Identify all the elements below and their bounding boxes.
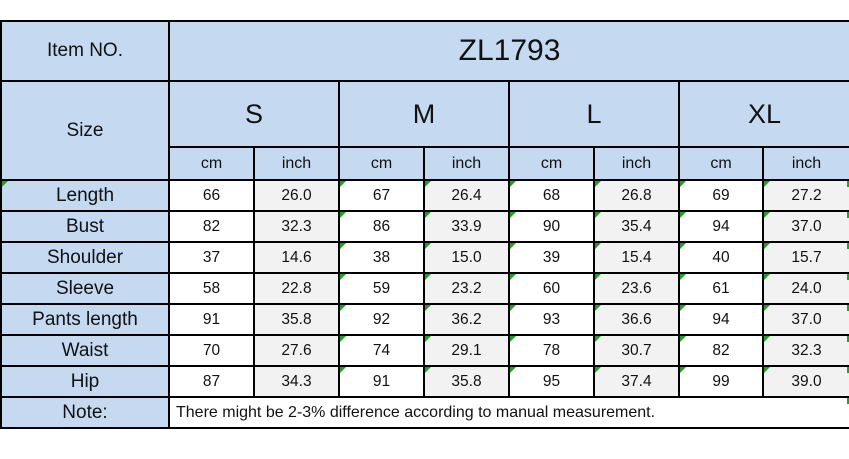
measurement-cell: 59 (338, 272, 425, 305)
table-row-sleeve: Sleeve 58 22.8 59 23.2 60 23.6 61 24.0 (0, 272, 849, 305)
measurement-cell: 74 (338, 334, 425, 367)
table-row-length: Length 66 26.0 67 26.4 68 26.8 69 27.2 (0, 179, 849, 212)
note-text: There might be 2-3% difference according… (168, 396, 849, 429)
row-label: Pants length (0, 303, 170, 336)
item-no-value: ZL1793 (168, 20, 849, 82)
measurement-cell: 67 (338, 179, 425, 212)
size-header-label: Size (0, 80, 170, 181)
unit-header-cm: cm (508, 146, 595, 181)
size-column-l: L (508, 80, 680, 148)
measurement-cell: 99 (678, 365, 764, 398)
measurement-cell: 69 (678, 179, 764, 212)
measurement-cell: 22.8 (253, 272, 340, 305)
measurement-cell: 14.6 (253, 241, 340, 274)
measurement-cell: 27.2 (762, 179, 849, 212)
table-row-shoulder: Shoulder 37 14.6 38 15.0 39 15.4 40 15.7 (0, 241, 849, 274)
table-row-bust: Bust 82 32.3 86 33.9 90 35.4 94 37.0 (0, 210, 849, 243)
measurement-cell: 38 (338, 241, 425, 274)
measurement-cell: 58 (168, 272, 255, 305)
measurement-cell: 26.4 (423, 179, 510, 212)
measurement-cell: 30.7 (593, 334, 680, 367)
size-column-s: S (168, 80, 340, 148)
row-label: Bust (0, 210, 170, 243)
table-row-pants-length: Pants length 91 35.8 92 36.2 93 36.6 94 … (0, 303, 849, 336)
size-chart-table: Item NO. ZL1793 Size S M L XL cm inch cm… (0, 20, 849, 429)
row-label: Sleeve (0, 272, 170, 305)
measurement-cell: 15.7 (762, 241, 849, 274)
measurement-cell: 37 (168, 241, 255, 274)
row-label: Hip (0, 365, 170, 398)
row-label: Length (0, 179, 170, 212)
measurement-cell: 29.1 (423, 334, 510, 367)
measurement-cell: 82 (168, 210, 255, 243)
measurement-cell: 87 (168, 365, 255, 398)
unit-header-cm: cm (168, 146, 255, 181)
measurement-cell: 36.6 (593, 303, 680, 336)
measurement-cell: 82 (678, 334, 764, 367)
size-column-m: M (338, 80, 510, 148)
measurement-cell: 33.9 (423, 210, 510, 243)
measurement-cell: 15.0 (423, 241, 510, 274)
measurement-cell: 94 (678, 210, 764, 243)
measurement-cell: 27.6 (253, 334, 340, 367)
row-label: Shoulder (0, 241, 170, 274)
measurement-cell: 94 (678, 303, 764, 336)
measurement-cell: 26.0 (253, 179, 340, 212)
size-chart: Item NO. ZL1793 Size S M L XL cm inch cm… (0, 20, 849, 429)
unit-header-cm: cm (678, 146, 764, 181)
measurement-cell: 35.4 (593, 210, 680, 243)
measurement-cell: 32.3 (253, 210, 340, 243)
measurement-cell: 60 (508, 272, 595, 305)
measurement-cell: 35.8 (253, 303, 340, 336)
measurement-cell: 91 (338, 365, 425, 398)
measurement-cell: 61 (678, 272, 764, 305)
measurement-cell: 23.6 (593, 272, 680, 305)
table-row-note: Note: There might be 2-3% difference acc… (0, 396, 849, 429)
measurement-cell: 95 (508, 365, 595, 398)
unit-header-inch: inch (423, 146, 510, 181)
measurement-cell: 36.2 (423, 303, 510, 336)
measurement-cell: 91 (168, 303, 255, 336)
measurement-cell: 66 (168, 179, 255, 212)
measurement-cell: 35.8 (423, 365, 510, 398)
measurement-cell: 40 (678, 241, 764, 274)
measurement-cell: 34.3 (253, 365, 340, 398)
measurement-cell: 24.0 (762, 272, 849, 305)
size-column-xl: XL (678, 80, 849, 148)
measurement-cell: 70 (168, 334, 255, 367)
measurement-cell: 39.0 (762, 365, 849, 398)
measurement-cell: 68 (508, 179, 595, 212)
measurement-cell: 26.8 (593, 179, 680, 212)
measurement-cell: 37.4 (593, 365, 680, 398)
unit-header-inch: inch (593, 146, 680, 181)
unit-header-inch: inch (253, 146, 340, 181)
table-row-waist: Waist 70 27.6 74 29.1 78 30.7 82 32.3 (0, 334, 849, 367)
item-no-label: Item NO. (0, 20, 170, 82)
measurement-cell: 78 (508, 334, 595, 367)
measurement-cell: 39 (508, 241, 595, 274)
unit-header-cm: cm (338, 146, 425, 181)
measurement-cell: 15.4 (593, 241, 680, 274)
measurement-cell: 37.0 (762, 210, 849, 243)
measurement-cell: 92 (338, 303, 425, 336)
unit-header-inch: inch (762, 146, 849, 181)
row-label: Waist (0, 334, 170, 367)
measurement-cell: 86 (338, 210, 425, 243)
measurement-cell: 37.0 (762, 303, 849, 336)
measurement-cell: 32.3 (762, 334, 849, 367)
note-label: Note: (0, 396, 170, 429)
measurement-cell: 23.2 (423, 272, 510, 305)
measurement-cell: 90 (508, 210, 595, 243)
table-row-hip: Hip 87 34.3 91 35.8 95 37.4 99 39.0 (0, 365, 849, 398)
measurement-cell: 93 (508, 303, 595, 336)
